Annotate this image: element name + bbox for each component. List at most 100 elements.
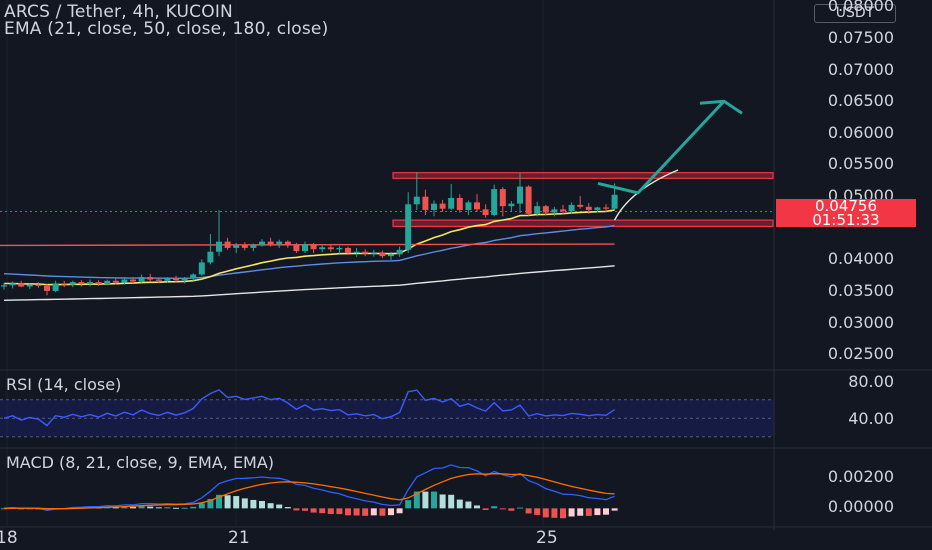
last-price-value: 0.04756 — [814, 197, 878, 215]
candle-body — [138, 277, 145, 282]
candle-body — [448, 197, 455, 209]
macd-histogram-bar — [198, 503, 205, 509]
macd-histogram-bar — [310, 508, 317, 513]
candle-body — [594, 207, 601, 210]
candle-body — [1, 285, 7, 287]
candle-body — [431, 203, 437, 210]
ema-indicator-label[interactable]: EMA (21, close, 50, close, 180, close) — [4, 19, 329, 39]
macd-histogram-bar — [216, 494, 222, 509]
candle-body — [542, 206, 549, 213]
candle-body — [130, 279, 136, 282]
rsi-line — [3, 389, 615, 427]
macd-histogram-bar — [224, 495, 231, 509]
price-axis-label: 0.07500 — [827, 27, 894, 47]
macd-histogram-bar — [431, 491, 437, 509]
price-axis-label: 0.06000 — [827, 122, 894, 142]
macd-histogram-bar — [568, 508, 575, 517]
candle-body — [284, 241, 291, 246]
macd-histogram-bar — [276, 504, 283, 509]
candle-body — [250, 244, 257, 248]
macd-histogram-bar — [345, 508, 351, 516]
candle-body — [439, 203, 446, 209]
ema-180-line — [3, 265, 615, 301]
currency-unit-button[interactable]: USDT — [814, 4, 896, 23]
rsi-label[interactable]: RSI (14, close) — [6, 375, 122, 394]
bar-countdown: 01:51:33 — [812, 211, 880, 229]
macd-histogram-bar — [534, 508, 541, 515]
macd-histogram-bar — [138, 506, 145, 509]
macd-histogram-bar — [560, 508, 566, 519]
macd-histogram-bar — [147, 506, 154, 509]
candle-body — [370, 252, 377, 254]
price-axis-label: 0.03000 — [827, 312, 894, 332]
candle-body — [362, 251, 369, 254]
macd-histogram-bar — [594, 508, 601, 516]
grid — [6, 0, 544, 527]
candle-body — [551, 209, 558, 213]
candle-body — [568, 204, 575, 212]
macd-histogram-bar — [173, 507, 179, 509]
macd-histogram-bar — [603, 508, 609, 515]
price-axis-label: 0.02500 — [827, 344, 894, 364]
candle-body — [190, 274, 197, 279]
macd-histogram-bar — [370, 508, 377, 516]
macd-histogram-bar — [577, 508, 584, 516]
candle-body — [379, 252, 386, 257]
candle-body — [61, 283, 68, 285]
macd-histogram-bar — [155, 507, 162, 509]
macd-histogram-bar — [250, 499, 257, 509]
projection-arrowhead — [699, 99, 743, 115]
macd-histogram-bar — [233, 496, 240, 509]
macd-histogram-bar — [551, 508, 558, 518]
candle-body — [35, 284, 42, 286]
time-label-21: 21 — [228, 528, 250, 548]
candle-body — [198, 262, 205, 275]
macd-label[interactable]: MACD (8, 21, close, 9, EMA, EMA) — [6, 453, 275, 472]
macd-histogram-bar — [585, 508, 592, 516]
candle-body — [413, 196, 420, 205]
candle-body — [259, 241, 265, 245]
macd-histogram-bar — [465, 501, 472, 509]
macd-histogram-bar — [362, 508, 369, 516]
candle-body — [207, 251, 214, 263]
candle-body — [267, 241, 274, 245]
candle-body — [585, 206, 592, 210]
price-axis-label: 0.05500 — [827, 154, 894, 174]
macd-pane — [1, 464, 618, 519]
macd-histogram-bar — [508, 508, 515, 511]
macd-histogram-bar — [388, 508, 394, 516]
macd-histogram-bar — [525, 508, 532, 514]
price-axis-label: 0.08000 — [827, 0, 894, 16]
price-axis-label: 0.04000 — [827, 249, 894, 269]
price-axis-label: 0.03500 — [827, 280, 894, 300]
candle-body — [422, 196, 429, 210]
candle-body — [104, 280, 111, 284]
candle-body — [293, 245, 300, 252]
macd-histogram-bar — [267, 503, 274, 509]
candle-body — [577, 204, 584, 207]
candle-body — [173, 278, 179, 281]
macd-histogram-bar — [474, 505, 480, 509]
chart-title[interactable]: ARCS / Tether, 4h, KUCOIN — [4, 2, 233, 22]
candle-body — [9, 283, 16, 286]
price-zone-1 — [392, 219, 774, 228]
candle-body — [18, 283, 25, 287]
macd-histogram-bar — [422, 491, 429, 509]
resistance-support-zones — [0, 172, 774, 228]
macd-histogram-bar — [491, 506, 498, 509]
macd-histogram-bar — [405, 500, 412, 509]
candle-body — [26, 284, 33, 287]
candle-body — [310, 244, 317, 250]
candle-body — [388, 254, 394, 257]
macd-line — [3, 464, 615, 511]
candle-body — [525, 186, 532, 214]
price-axis-label: 0.06500 — [827, 91, 894, 111]
macd-histogram-bar — [439, 494, 446, 509]
macd-histogram-bar — [259, 500, 265, 509]
projection-path — [597, 100, 726, 195]
candlestick-series — [1, 172, 618, 296]
price-axis-label: 0.07000 — [827, 59, 894, 79]
macd-histogram-bar — [517, 507, 523, 509]
